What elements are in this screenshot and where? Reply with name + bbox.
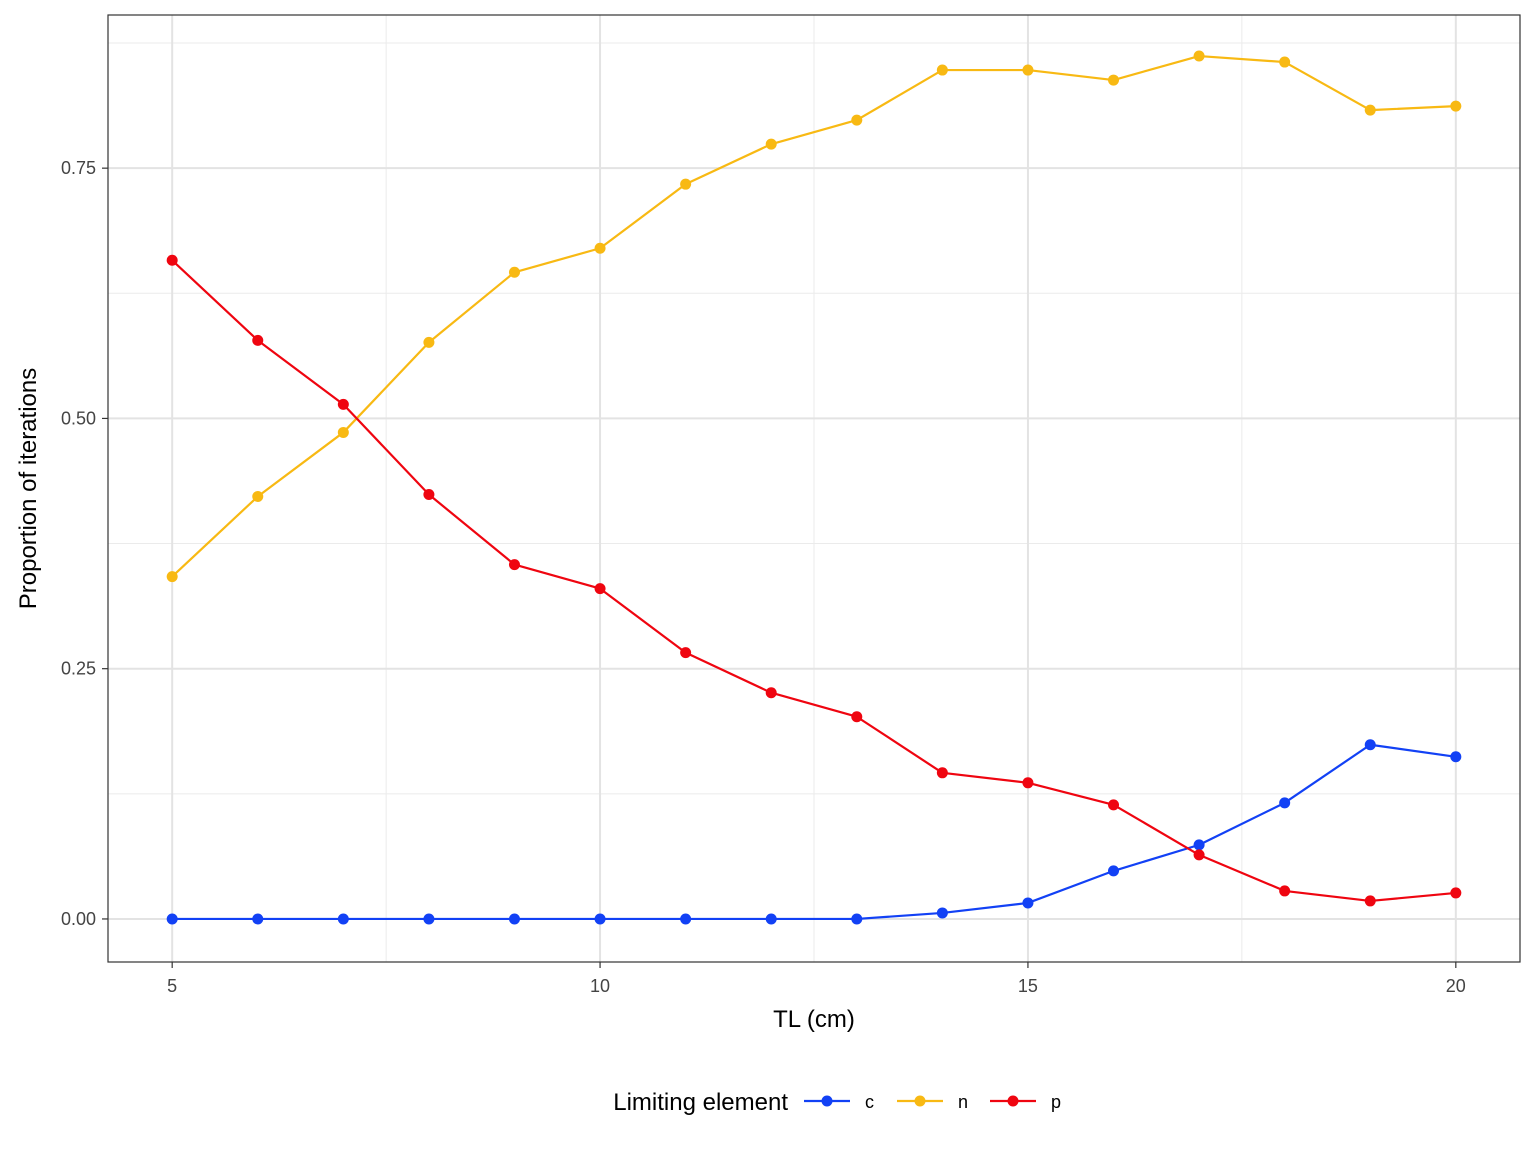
data-point-p bbox=[508, 559, 520, 571]
data-point-n bbox=[252, 491, 264, 503]
data-point-n bbox=[765, 138, 777, 150]
data-point-p bbox=[1364, 895, 1376, 907]
y-axis-title: Proportion of iterations bbox=[15, 368, 42, 609]
data-point-c bbox=[594, 913, 606, 925]
minor-gridlines bbox=[108, 15, 1520, 962]
data-point-p bbox=[423, 489, 435, 501]
data-point-c bbox=[337, 913, 349, 925]
data-point-p bbox=[765, 687, 777, 699]
data-point-p bbox=[1193, 849, 1205, 861]
data-point-p bbox=[1108, 799, 1120, 811]
data-point-p bbox=[594, 583, 606, 595]
data-point-c bbox=[1450, 751, 1462, 763]
data-point-p bbox=[1022, 777, 1034, 789]
data-point-p bbox=[166, 254, 178, 266]
x-tick-label: 5 bbox=[167, 976, 177, 996]
panel-border bbox=[107, 14, 1521, 963]
x-axis: 5 10 15 20 bbox=[167, 962, 1466, 996]
data-point-n bbox=[936, 64, 948, 76]
series-line-p bbox=[171, 259, 1456, 903]
x-tick-label: 20 bbox=[1446, 976, 1466, 996]
legend-item-n: n bbox=[897, 1092, 968, 1112]
legend: Limiting element c n p bbox=[613, 1089, 1061, 1116]
x-tick-label: 15 bbox=[1018, 976, 1038, 996]
data-point-c bbox=[1279, 797, 1291, 809]
x-axis-title: TL (cm) bbox=[773, 1006, 855, 1033]
legend-label-p: p bbox=[1051, 1092, 1061, 1112]
data-point-c bbox=[508, 913, 520, 925]
data-point-c bbox=[1364, 739, 1376, 751]
data-point-n bbox=[1108, 74, 1120, 86]
data-point-n bbox=[423, 336, 435, 348]
series-p bbox=[166, 254, 1462, 907]
data-point-c bbox=[936, 907, 948, 919]
data-point-c bbox=[851, 913, 863, 925]
legend-item-c: c bbox=[804, 1092, 874, 1112]
legend-label-n: n bbox=[958, 1092, 968, 1112]
legend-key-point-n bbox=[914, 1095, 926, 1107]
data-point-p bbox=[1450, 887, 1462, 899]
x-tick-label: 10 bbox=[590, 976, 610, 996]
data-point-c bbox=[1022, 897, 1034, 909]
series-c bbox=[166, 739, 1462, 925]
data-point-c bbox=[252, 913, 264, 925]
data-point-n bbox=[1022, 64, 1034, 76]
data-point-p bbox=[252, 334, 264, 346]
data-point-n bbox=[337, 426, 349, 438]
data-point-n bbox=[1364, 104, 1376, 116]
data-point-c bbox=[166, 913, 178, 925]
y-tick-label: 0.00 bbox=[61, 909, 96, 929]
data-point-n bbox=[166, 571, 178, 583]
data-point-c bbox=[680, 913, 692, 925]
data-point-n bbox=[1279, 56, 1291, 68]
data-point-n bbox=[1193, 50, 1205, 62]
data-point-p bbox=[936, 767, 948, 779]
data-point-p bbox=[1279, 885, 1291, 897]
data-point-n bbox=[1450, 100, 1462, 112]
y-tick-label: 0.75 bbox=[61, 158, 96, 178]
y-axis: 0.00 0.25 0.50 0.75 bbox=[61, 158, 108, 929]
legend-key-point-c bbox=[821, 1095, 833, 1107]
data-point-p bbox=[851, 711, 863, 723]
y-tick-label: 0.25 bbox=[61, 659, 96, 679]
data-point-c bbox=[1193, 839, 1205, 851]
legend-title: Limiting element bbox=[613, 1089, 788, 1116]
data-point-c bbox=[765, 913, 777, 925]
data-point-n bbox=[851, 114, 863, 126]
legend-label-c: c bbox=[865, 1092, 874, 1112]
series-n bbox=[166, 50, 1462, 583]
data-point-n bbox=[508, 266, 520, 278]
data-point-c bbox=[423, 913, 435, 925]
legend-key-point-p bbox=[1007, 1095, 1019, 1107]
series-line-c bbox=[172, 743, 1456, 921]
y-tick-label: 0.50 bbox=[61, 408, 96, 428]
series-line-n bbox=[171, 54, 1456, 578]
series-layer bbox=[166, 50, 1462, 925]
data-point-n bbox=[594, 242, 606, 254]
data-point-p bbox=[680, 647, 692, 659]
legend-item-p: p bbox=[990, 1092, 1061, 1112]
data-point-p bbox=[337, 398, 349, 410]
data-point-c bbox=[1108, 865, 1120, 877]
data-point-n bbox=[680, 178, 692, 190]
